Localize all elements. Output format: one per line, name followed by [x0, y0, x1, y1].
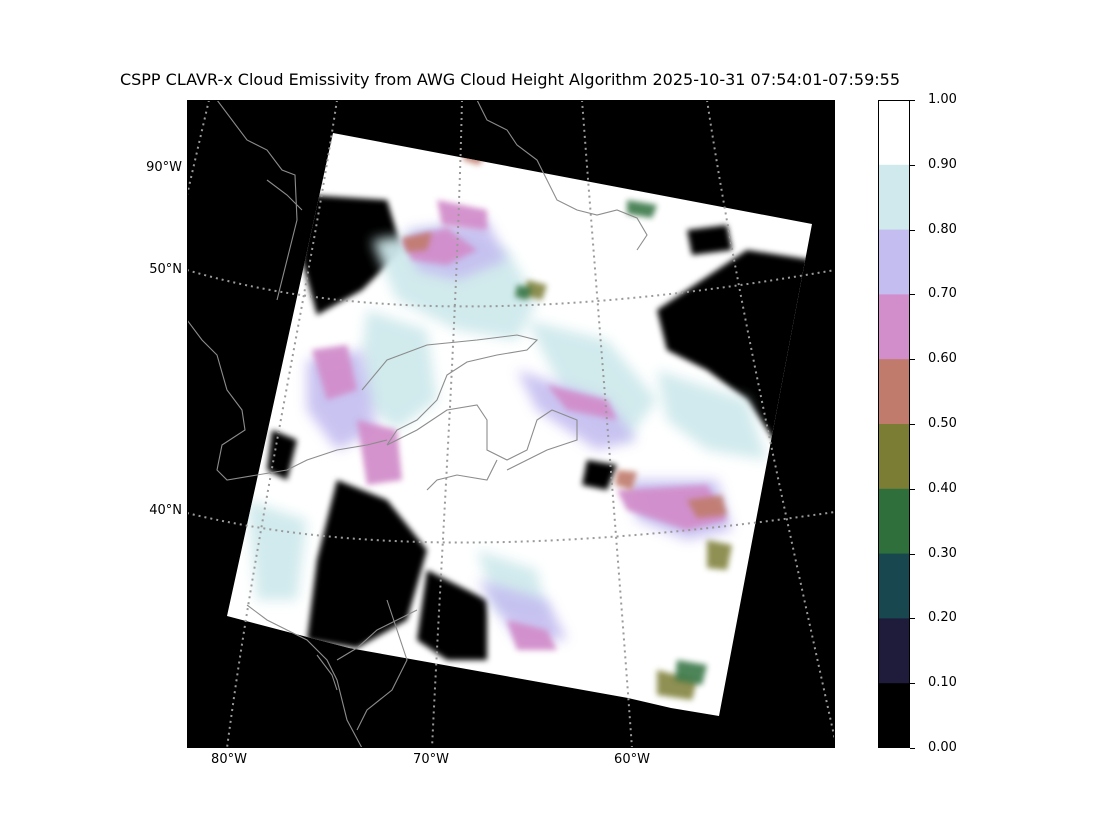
colorbar-tick	[910, 359, 915, 361]
colorbar-bin	[878, 553, 910, 619]
colorbar-tick	[910, 294, 915, 296]
colorbar-tick-label: 0.00	[928, 740, 957, 755]
colorbar-bins	[878, 100, 910, 749]
colorbar	[878, 100, 910, 749]
colorbar-tick	[910, 164, 915, 166]
lat-label-50n: 50°N	[149, 262, 182, 277]
colorbar-tick	[910, 748, 915, 749]
colorbar-bin	[878, 683, 910, 749]
coastlines	[187, 100, 648, 748]
colorbar-tick	[910, 488, 915, 490]
colorbar-tick	[910, 683, 915, 685]
lat-label-40n: 40°N	[149, 503, 182, 518]
colorbar-tick-label: 0.50	[928, 416, 957, 431]
colorbar-tick-label: 0.20	[928, 610, 957, 626]
colorbar-bin	[878, 229, 910, 295]
colorbar-tick	[910, 618, 915, 620]
colorbar-tick-label: 0.70	[928, 286, 957, 302]
map-canvas	[187, 100, 835, 748]
colorbar-tick-label: 1.00	[928, 92, 957, 107]
graticule	[187, 100, 835, 748]
colorbar-tick-label: 0.40	[928, 480, 957, 496]
lon-label-80w: 80°W	[211, 752, 247, 767]
colorbar-bin	[878, 100, 910, 166]
cloud-swath	[227, 133, 812, 716]
colorbar-bin	[878, 618, 910, 684]
figure-title: CSPP CLAVR-x Cloud Emissivity from AWG C…	[119, 70, 901, 89]
colorbar-tick-label: 0.90	[928, 156, 957, 172]
colorbar-bin	[878, 164, 910, 231]
colorbar-tick	[910, 553, 915, 555]
colorbar-tick	[910, 424, 915, 425]
colorbar-tick-label: 0.60	[928, 351, 957, 367]
map-frame	[187, 100, 835, 748]
colorbar-bin	[878, 359, 910, 425]
colorbar-tick-label: 0.10	[928, 675, 957, 691]
lat-label-90w: 90°W	[146, 160, 182, 175]
colorbar-tick	[910, 100, 915, 101]
colorbar-bin	[878, 294, 910, 360]
colorbar-tick-label: 0.30	[928, 545, 957, 561]
colorbar-tick	[910, 229, 915, 231]
colorbar-tick-label: 0.80	[928, 221, 957, 237]
lon-label-60w: 60°W	[614, 752, 650, 767]
map-panel	[187, 100, 835, 748]
colorbar-frame	[878, 100, 910, 748]
colorbar-bin	[878, 488, 910, 555]
lon-label-70w: 70°W	[413, 752, 449, 767]
colorbar-bin	[878, 424, 910, 490]
